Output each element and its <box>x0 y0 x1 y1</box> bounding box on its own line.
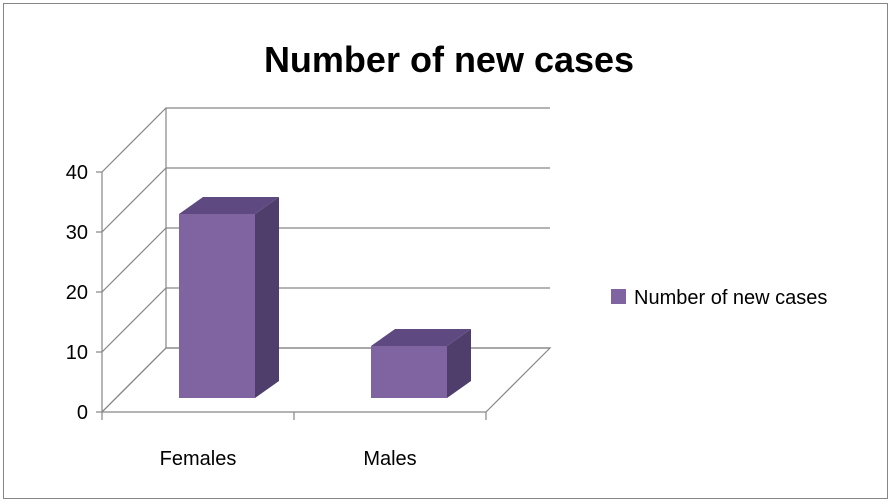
x-axis-labels: Females Males <box>160 448 417 470</box>
chart-title: Number of new cases <box>264 39 634 80</box>
bar-side <box>447 329 471 398</box>
x-category-label: Females <box>160 448 237 470</box>
bar-top <box>371 329 471 346</box>
chart-walls <box>101 108 552 413</box>
gridline <box>101 107 550 173</box>
legend-swatch <box>611 289 626 304</box>
gridline <box>101 227 550 293</box>
y-tick-label: 0 <box>77 402 88 424</box>
bar-front <box>371 346 447 398</box>
y-axis-ticks: 0 10 20 30 40 <box>66 162 88 424</box>
bar <box>179 197 279 398</box>
y-tick-label: 40 <box>66 162 88 184</box>
gridline <box>101 167 550 233</box>
y-tick-label: 20 <box>66 282 88 304</box>
x-category-label: Males <box>363 448 416 470</box>
gridlines <box>101 107 550 413</box>
bars <box>179 197 471 398</box>
legend-label: Number of new cases <box>634 287 827 309</box>
bar-top <box>179 197 279 214</box>
bar-front <box>179 214 255 398</box>
legend: Number of new cases <box>611 287 827 309</box>
bar <box>371 329 471 398</box>
gridline <box>101 287 550 353</box>
floor-outline <box>101 347 552 413</box>
axes <box>96 171 487 420</box>
y-tick-label: 30 <box>66 222 88 244</box>
chart-frame <box>3 3 888 499</box>
bar-side <box>255 197 279 398</box>
gridline <box>101 347 550 413</box>
y-tick-label: 10 <box>66 342 88 364</box>
